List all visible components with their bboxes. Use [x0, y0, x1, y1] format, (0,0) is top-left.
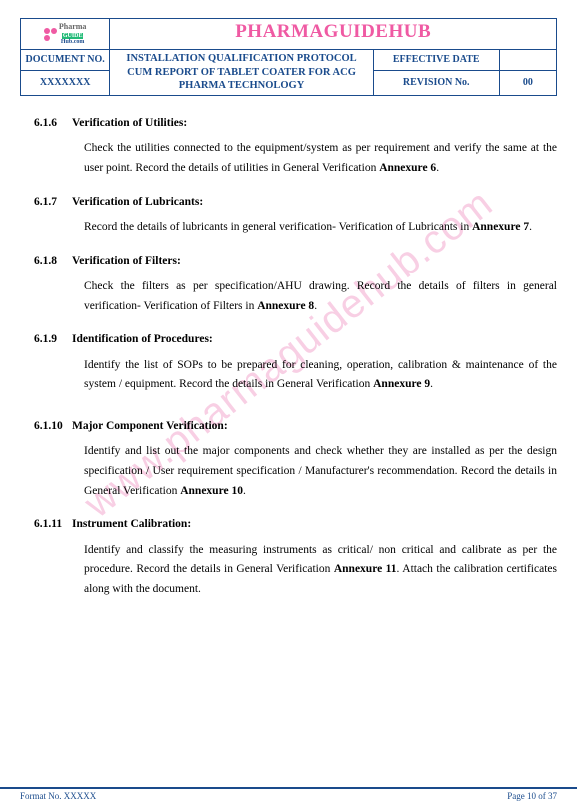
effective-date-value — [499, 50, 556, 71]
section-heading: 6.1.9Identification of Procedures: — [20, 330, 557, 350]
section-title: Identification of Procedures: — [72, 330, 213, 350]
section: 6.1.9Identification of Procedures:Identi… — [20, 330, 557, 395]
brand-title: PHARMAGUIDEHUB — [113, 21, 553, 43]
section-heading: 6.1.11Instrument Calibration: — [20, 515, 557, 535]
section-title: Instrument Calibration: — [72, 515, 191, 535]
body-content: 6.1.6Verification of Utilities: Check the… — [20, 114, 557, 599]
annexure-ref: Annexure 8 — [257, 300, 314, 312]
section-number: 6.1.10 — [20, 417, 72, 437]
doc-no-label: DOCUMENT NO. — [21, 50, 110, 71]
section: 6.1.11Instrument Calibration: Identify an… — [20, 515, 557, 599]
section-title: Major Component Verification: — [72, 417, 228, 437]
section-number: 6.1.11 — [20, 515, 72, 535]
revision-label: REVISION No. — [373, 70, 499, 95]
content-area: www.pharmaguidehub.com Pharma GUIDE — [0, 0, 577, 787]
brand-logo: Pharma GUIDE Hub.com — [24, 23, 106, 45]
section-number: 6.1.7 — [20, 193, 72, 213]
section-body: Identify and list out the major componen… — [20, 442, 557, 501]
section-title: Verification of Utilities: — [72, 114, 187, 134]
section-title: Verification of Filters: — [72, 252, 181, 272]
section-body: Record the details of lubricants in gene… — [20, 218, 557, 238]
section-body: Check the filters as per specification/A… — [20, 277, 557, 316]
header-table: Pharma GUIDE Hub.com PHARMAGUIDEHUB DOCU… — [20, 18, 557, 96]
annexure-ref: Annexure 7 — [472, 221, 529, 233]
doc-title: INSTALLATION QUALIFICATION PROTOCOL CUM … — [110, 50, 373, 96]
annexure-ref: Annexure 11 — [334, 563, 397, 575]
logo-dots-icon — [44, 28, 57, 41]
section-number: 6.1.8 — [20, 252, 72, 272]
section-title: Verification of Lubricants: — [72, 193, 203, 213]
annexure-ref: Annexure 9 — [373, 378, 430, 390]
section-heading: 6.1.10Major Component Verification: — [20, 417, 557, 437]
section-number: 6.1.6 — [20, 114, 72, 134]
section: 6.1.8Verification of Filters: Check the f… — [20, 252, 557, 317]
doc-no-value: XXXXXXX — [21, 70, 110, 95]
revision-value: 00 — [499, 70, 556, 95]
annexure-ref: Annexure 10 — [180, 485, 243, 497]
footer-page-no: Page 10 of 37 — [507, 791, 557, 801]
section-heading: 6.1.7Verification of Lubricants: — [20, 193, 557, 213]
annexure-ref: Annexure 6 — [379, 162, 436, 174]
document-page: www.pharmaguidehub.com Pharma GUIDE — [0, 0, 577, 807]
page-footer: Format No. XXXXX Page 10 of 37 — [0, 787, 577, 807]
section: 6.1.6Verification of Utilities: Check the… — [20, 114, 557, 179]
section-body: Identify the list of SOPs to be prepared… — [20, 356, 557, 395]
footer-format-no: Format No. XXXXX — [20, 791, 96, 801]
section-heading: 6.1.6Verification of Utilities: — [20, 114, 557, 134]
section-number: 6.1.9 — [20, 330, 72, 350]
section: 6.1.7Verification of Lubricants: Record t… — [20, 193, 557, 238]
section: 6.1.10Major Component Verification: Ident… — [20, 417, 557, 501]
logo-text: Pharma GUIDE Hub.com — [59, 23, 87, 45]
section-heading: 6.1.8Verification of Filters: — [20, 252, 557, 272]
section-body: Check the utilities connected to the equ… — [20, 139, 557, 178]
section-body: Identify and classify the measuring inst… — [20, 541, 557, 600]
effective-date-label: EFFECTIVE DATE — [373, 50, 499, 71]
